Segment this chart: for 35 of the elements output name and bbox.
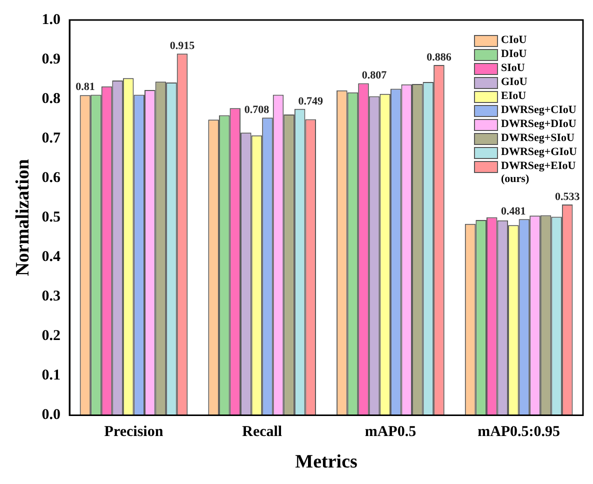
y-axis-title: Normalization: [12, 158, 34, 276]
legend-label: DWRSeg+GIoU: [501, 146, 578, 159]
legend-label: GIoU: [501, 76, 528, 89]
legend-label: SIoU: [501, 62, 526, 75]
legend-label: DIoU: [501, 48, 528, 61]
legend-label: DWRSeg+EIoU (ours): [501, 160, 577, 186]
data-label: 0.915: [170, 40, 196, 52]
data-label: 0.533: [554, 190, 580, 203]
data-label: 0.481: [501, 206, 526, 218]
legend-label: DWRSeg+SIoU: [501, 132, 576, 145]
x-tick-label: mAP0.5: [364, 424, 416, 440]
x-tick-label: Recall: [242, 424, 282, 440]
x-axis-title: Metrics: [295, 452, 358, 473]
y-tick-label: 0.8: [42, 90, 61, 107]
y-tick-label: 0.7: [42, 130, 62, 146]
y-tick-label: 0.1: [42, 368, 61, 384]
y-tick-label: 0.6: [42, 170, 62, 186]
data-label: 0.81: [76, 81, 95, 94]
legend-label: EIoU: [501, 90, 528, 103]
y-tick-label: 0.0: [42, 407, 61, 424]
y-tick-label: 0.4: [42, 248, 62, 265]
y-tick-label: 0.2: [42, 328, 61, 344]
y-tick-label: 0.3: [42, 288, 61, 305]
legend-label: CIoU: [501, 34, 528, 47]
data-label: 0.749: [298, 95, 324, 108]
data-label: 0.807: [362, 70, 388, 82]
data-label: 0.886: [426, 51, 452, 64]
y-tick-label: 1.0: [42, 12, 61, 28]
y-tick-label: 0.9: [42, 51, 61, 68]
x-tick-label: Precision: [104, 424, 164, 440]
legend-label: DWRSeg+CIoU: [501, 104, 578, 117]
y-tick-label: 0.5: [42, 209, 61, 226]
x-tick-label: mAP0.5:0.95: [478, 424, 560, 440]
legend-label: DWRSeg+DIoU: [501, 118, 578, 131]
data-label: 0.708: [244, 104, 270, 116]
